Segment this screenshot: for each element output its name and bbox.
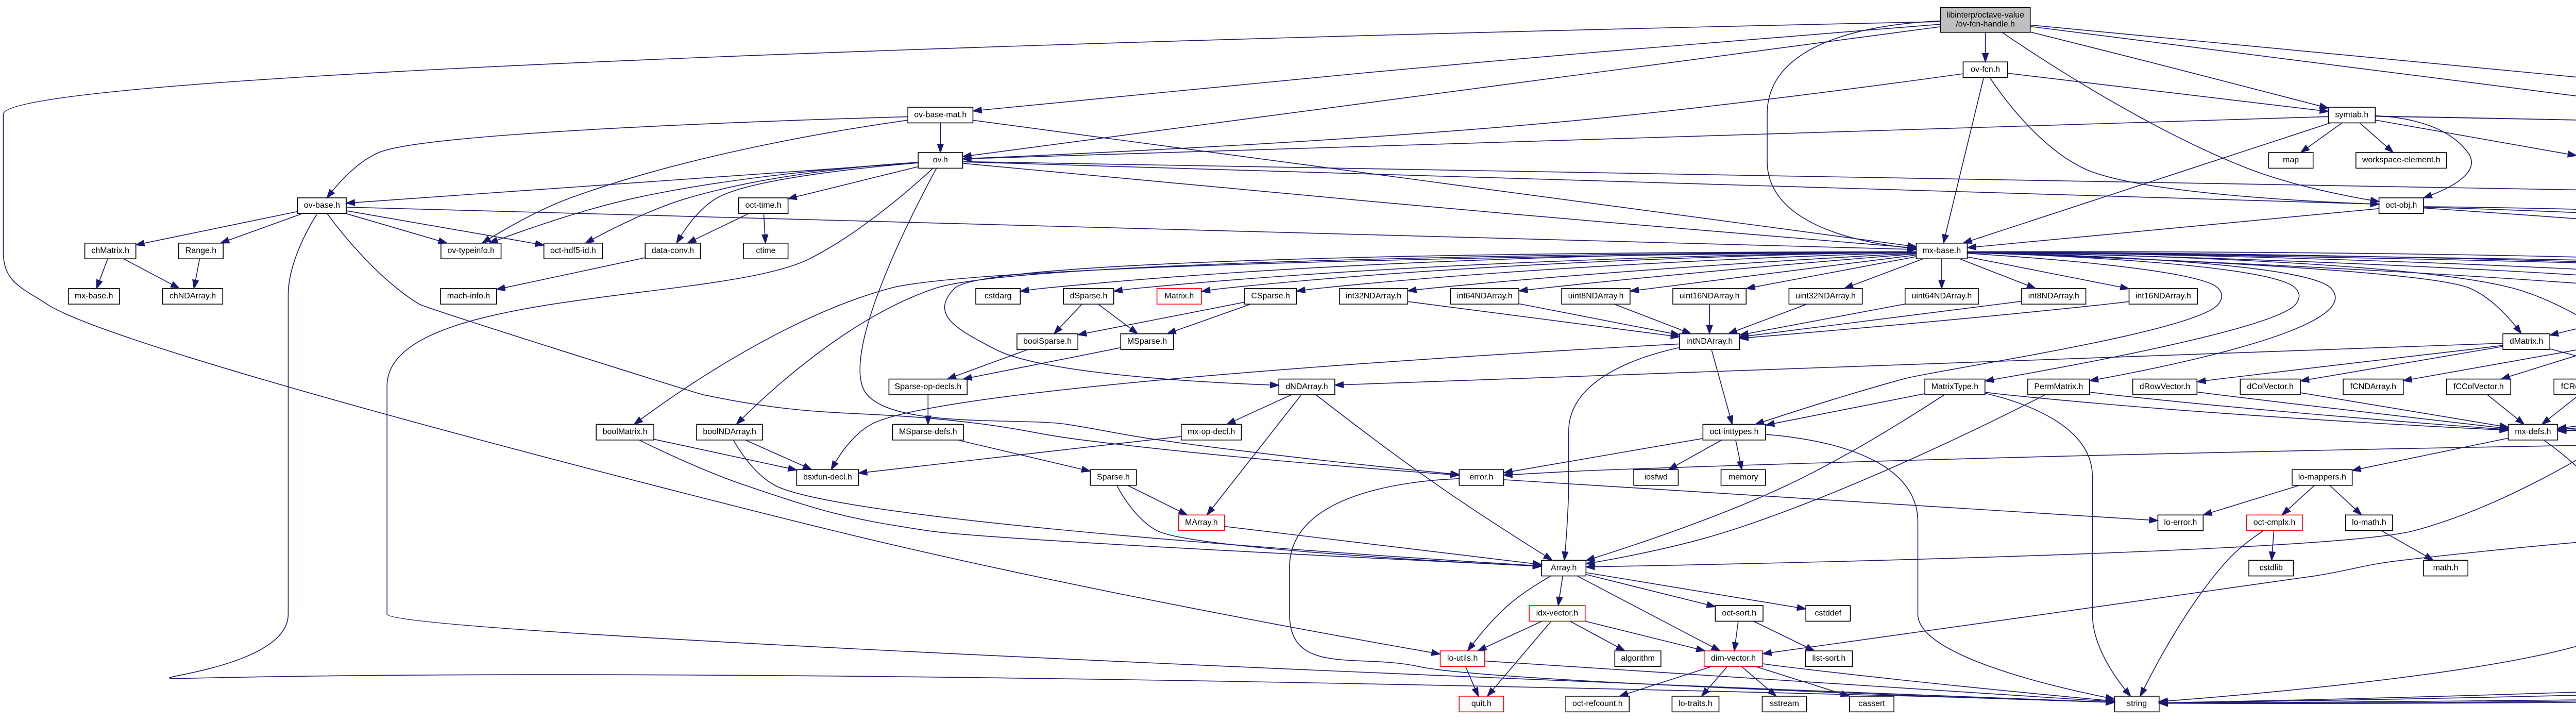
svg-text:mx-op-decl.h: mx-op-decl.h: [1188, 428, 1235, 436]
svg-text:cstdlib: cstdlib: [2260, 563, 2283, 572]
svg-text:/ov-fcn-handle.h: /ov-fcn-handle.h: [1956, 20, 2015, 28]
svg-text:oct-refcount.h: oct-refcount.h: [1572, 699, 1623, 708]
svg-text:error.h: error.h: [1469, 473, 1493, 482]
svg-text:list-sort.h: list-sort.h: [1812, 654, 1846, 663]
svg-text:lo-utils.h: lo-utils.h: [1447, 654, 1478, 663]
svg-text:string: string: [2127, 699, 2147, 708]
svg-text:cstdarg: cstdarg: [985, 292, 1011, 300]
svg-text:cstddef: cstddef: [1815, 609, 1842, 617]
svg-text:dim-vector.h: dim-vector.h: [1711, 654, 1756, 663]
svg-text:Sparse.h: Sparse.h: [1097, 473, 1130, 482]
svg-text:dSparse.h: dSparse.h: [1070, 292, 1108, 300]
svg-text:int16NDArray.h: int16NDArray.h: [2136, 292, 2191, 300]
svg-text:fCRowVector.h: fCRowVector.h: [2561, 382, 2576, 391]
svg-text:quit.h: quit.h: [1471, 699, 1492, 708]
svg-text:intNDArray.h: intNDArray.h: [1686, 337, 1733, 346]
svg-text:bsxfun-decl.h: bsxfun-decl.h: [803, 473, 852, 482]
svg-text:idx-vector.h: idx-vector.h: [1536, 609, 1579, 617]
svg-text:dColVector.h: dColVector.h: [2247, 382, 2294, 391]
svg-text:ov-base.h: ov-base.h: [304, 201, 340, 210]
svg-text:oct-time.h: oct-time.h: [745, 201, 782, 210]
svg-text:Sparse-op-decls.h: Sparse-op-decls.h: [895, 382, 962, 391]
svg-text:ctime: ctime: [756, 246, 775, 255]
svg-text:chNDArray.h: chNDArray.h: [170, 292, 216, 300]
svg-text:uint64NDArray.h: uint64NDArray.h: [1911, 292, 1972, 300]
svg-text:boolMatrix.h: boolMatrix.h: [603, 428, 648, 436]
svg-text:ov-fcn.h: ov-fcn.h: [1971, 65, 2000, 74]
svg-text:cassert: cassert: [1858, 699, 1885, 708]
svg-text:dMatrix.h: dMatrix.h: [2510, 337, 2544, 346]
svg-text:symtab.h: symtab.h: [2335, 110, 2368, 119]
svg-text:Range.h: Range.h: [185, 246, 216, 255]
svg-text:iosfwd: iosfwd: [1645, 473, 1668, 482]
svg-text:oct-obj.h: oct-obj.h: [2385, 201, 2417, 210]
svg-text:CSparse.h: CSparse.h: [1251, 292, 1290, 300]
svg-text:algorithm: algorithm: [1621, 654, 1655, 663]
svg-text:memory: memory: [1728, 473, 1758, 482]
svg-text:map: map: [2283, 156, 2299, 164]
svg-text:oct-sort.h: oct-sort.h: [1722, 609, 1756, 617]
svg-text:dNDArray.h: dNDArray.h: [1285, 382, 1328, 391]
svg-text:libinterp/octave-value: libinterp/octave-value: [1946, 11, 2024, 20]
svg-text:oct-inttypes.h: oct-inttypes.h: [1710, 428, 1759, 436]
svg-text:MArray.h: MArray.h: [1185, 518, 1218, 527]
svg-text:mx-base.h: mx-base.h: [75, 292, 113, 300]
svg-text:mx-defs.h: mx-defs.h: [2515, 428, 2551, 436]
svg-text:lo-math.h: lo-math.h: [2352, 518, 2386, 527]
svg-text:mx-base.h: mx-base.h: [1923, 246, 1961, 255]
svg-text:fCColVector.h: fCColVector.h: [2453, 382, 2504, 391]
svg-text:ov-base-mat.h: ov-base-mat.h: [914, 110, 967, 119]
svg-text:dRowVector.h: dRowVector.h: [2140, 382, 2191, 391]
svg-text:boolSparse.h: boolSparse.h: [1023, 337, 1072, 346]
svg-text:ov.h: ov.h: [933, 156, 948, 164]
svg-text:mach-info.h: mach-info.h: [447, 292, 490, 300]
svg-text:uint8NDArray.h: uint8NDArray.h: [1568, 292, 1624, 300]
svg-text:data-conv.h: data-conv.h: [652, 246, 694, 255]
svg-text:uint32NDArray.h: uint32NDArray.h: [1795, 292, 1856, 300]
svg-text:Array.h: Array.h: [1551, 563, 1577, 572]
svg-text:lo-traits.h: lo-traits.h: [1679, 699, 1713, 708]
svg-text:sstream: sstream: [1770, 699, 1799, 708]
svg-text:lo-mappers.h: lo-mappers.h: [2298, 473, 2346, 482]
svg-text:int64NDArray.h: int64NDArray.h: [1457, 292, 1513, 300]
svg-text:uint16NDArray.h: uint16NDArray.h: [1680, 292, 1740, 300]
svg-text:MSparse-defs.h: MSparse-defs.h: [899, 428, 957, 436]
svg-text:MatrixType.h: MatrixType.h: [1931, 382, 1978, 391]
svg-text:oct-hdf5-id.h: oct-hdf5-id.h: [550, 246, 596, 255]
svg-text:chMatrix.h: chMatrix.h: [91, 246, 129, 255]
svg-text:int32NDArray.h: int32NDArray.h: [1346, 292, 1401, 300]
svg-text:int8NDArray.h: int8NDArray.h: [2028, 292, 2079, 300]
svg-text:ov-typeinfo.h: ov-typeinfo.h: [448, 246, 495, 255]
svg-text:lo-error.h: lo-error.h: [2164, 518, 2197, 527]
svg-text:Matrix.h: Matrix.h: [1164, 292, 1194, 300]
svg-text:MSparse.h: MSparse.h: [1127, 337, 1167, 346]
svg-text:oct-cmplx.h: oct-cmplx.h: [2253, 518, 2296, 527]
svg-text:workspace-element.h: workspace-element.h: [2362, 156, 2441, 164]
svg-text:fCNDArray.h: fCNDArray.h: [2350, 382, 2396, 391]
svg-text:math.h: math.h: [2433, 563, 2459, 572]
svg-text:PermMatrix.h: PermMatrix.h: [2034, 382, 2083, 391]
svg-text:boolNDArray.h: boolNDArray.h: [703, 428, 756, 436]
